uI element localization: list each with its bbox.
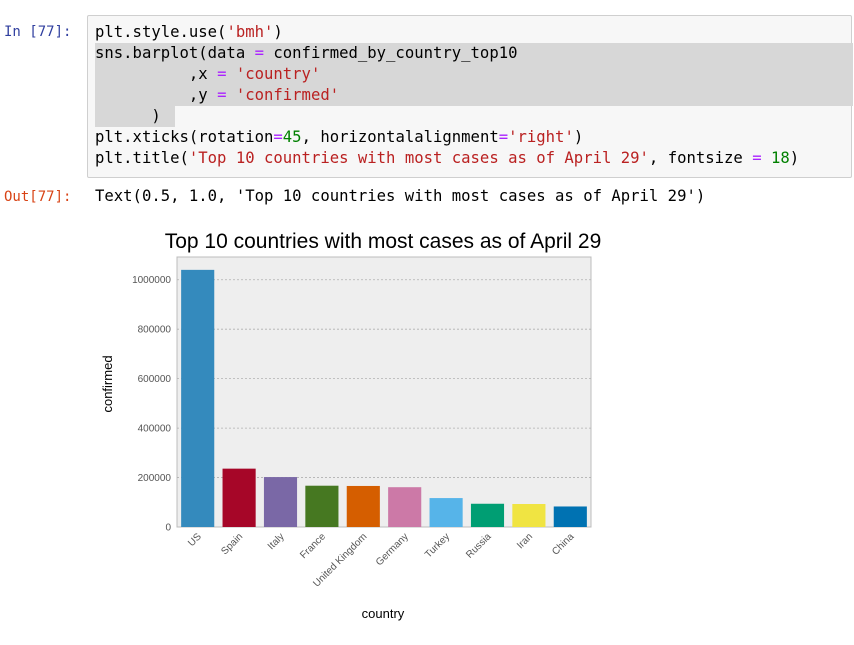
x-axis-label: country bbox=[362, 606, 405, 621]
code-token: sns.barplot(data bbox=[95, 44, 255, 62]
code-token: 'bmh' bbox=[226, 23, 274, 41]
output-prompt: Out[77]: bbox=[4, 189, 72, 205]
bar-chart: 0 200000 400000 600000 800000 1000000 US Spain… bbox=[100, 230, 602, 621]
x-tick-label: Spain bbox=[219, 531, 245, 557]
input-prompt: In [77]: bbox=[4, 24, 72, 40]
code-token: = bbox=[752, 149, 762, 167]
x-tick-label: France bbox=[298, 531, 328, 561]
code-token bbox=[226, 86, 235, 104]
x-tick-label: Iran bbox=[515, 531, 535, 551]
bar-us bbox=[181, 269, 215, 527]
y-tick-label: 1000000 bbox=[132, 275, 171, 286]
y-tick-label: 600000 bbox=[138, 374, 172, 385]
code-token: ,x bbox=[95, 65, 218, 83]
y-tick-label: 200000 bbox=[138, 473, 172, 484]
code-lines: plt.style.use('bmh') sns.barplot(data = c… bbox=[95, 22, 853, 169]
bar-iran bbox=[512, 504, 546, 527]
bar-spain bbox=[222, 468, 256, 527]
code-token bbox=[226, 65, 235, 83]
code-token: confirmed_by_country_top10 bbox=[264, 44, 518, 62]
x-tick-label: Italy bbox=[266, 531, 287, 552]
code-token: 'right' bbox=[508, 128, 574, 146]
bar-france bbox=[305, 485, 339, 527]
code-token: = bbox=[254, 44, 264, 62]
code-token: plt.xticks(rotation bbox=[95, 128, 274, 146]
code-token: ,y bbox=[95, 86, 218, 104]
code-token: 'confirmed' bbox=[235, 86, 340, 104]
output-text: Text(0.5, 1.0, 'Top 10 countries with mo… bbox=[95, 187, 706, 205]
y-tick-label: 800000 bbox=[138, 325, 172, 336]
code-line: ,x = 'country' bbox=[95, 64, 853, 85]
code-token: = bbox=[273, 128, 283, 146]
code-line: ,y = 'confirmed' bbox=[95, 85, 853, 106]
bar-united-kingdom bbox=[346, 485, 380, 527]
y-axis-label: confirmed bbox=[100, 355, 115, 412]
code-line: sns.barplot(data = confirmed_by_country_… bbox=[95, 43, 853, 64]
code-token: ) bbox=[95, 107, 161, 125]
bar-turkey bbox=[429, 498, 463, 527]
bar-italy bbox=[263, 477, 298, 527]
code-token: 'country' bbox=[235, 65, 321, 83]
code-token: , fontsize bbox=[648, 149, 753, 167]
code-token: , horizontalalignment bbox=[301, 128, 499, 146]
x-tick-label: Russia bbox=[464, 531, 494, 561]
x-tick-label: China bbox=[550, 531, 577, 558]
x-tick-label: US bbox=[186, 531, 204, 549]
bar-germany bbox=[388, 487, 422, 527]
bars bbox=[181, 269, 587, 527]
y-ticks: 0 200000 400000 600000 800000 1000000 bbox=[132, 275, 171, 533]
code-token: ) bbox=[273, 23, 283, 41]
code-token: = bbox=[217, 65, 227, 83]
bar-russia bbox=[470, 503, 505, 527]
code-token: = bbox=[498, 128, 509, 146]
x-tick-label: Germany bbox=[374, 531, 411, 568]
code-token: 'Top 10 countries with most cases as of … bbox=[188, 149, 649, 167]
chart-title: Top 10 countries with most cases as of A… bbox=[165, 230, 602, 253]
code-line: plt.title('Top 10 countries with most ca… bbox=[95, 148, 853, 169]
code-line: ) bbox=[95, 106, 175, 127]
code-token: plt.style.use( bbox=[95, 23, 227, 41]
code-token: 45 bbox=[282, 128, 302, 146]
x-tick-label: Turkey bbox=[423, 531, 452, 560]
bar-china bbox=[553, 506, 587, 527]
code-token: plt.title( bbox=[95, 149, 189, 167]
code-line: plt.xticks(rotation=45, horizontalalignm… bbox=[95, 127, 853, 148]
code-token: ) bbox=[789, 149, 800, 167]
code-token: = bbox=[217, 86, 227, 104]
y-tick-label: 400000 bbox=[138, 424, 172, 435]
code-line: plt.style.use('bmh') bbox=[95, 22, 853, 43]
code-token: 18 bbox=[770, 149, 790, 167]
code-token: ) bbox=[573, 128, 584, 146]
y-tick-label: 0 bbox=[165, 523, 171, 534]
code-cell-editor[interactable]: plt.style.use('bmh') sns.barplot(data = c… bbox=[87, 15, 853, 178]
code-token bbox=[762, 149, 771, 167]
